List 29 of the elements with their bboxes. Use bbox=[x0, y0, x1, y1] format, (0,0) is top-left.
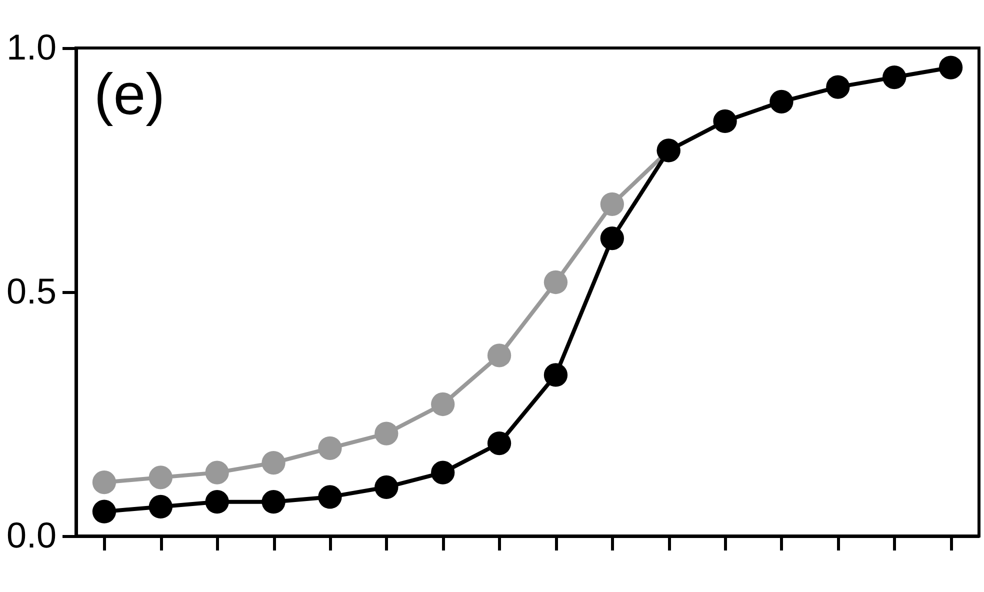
point bbox=[487, 344, 512, 368]
point bbox=[431, 392, 455, 416]
point bbox=[544, 363, 568, 387]
point bbox=[882, 65, 906, 90]
y-tick-label: 0.0 bbox=[6, 514, 56, 556]
point bbox=[826, 75, 850, 99]
point bbox=[262, 450, 286, 475]
point bbox=[770, 90, 794, 114]
point bbox=[92, 500, 116, 524]
point bbox=[431, 460, 455, 484]
annotation: (e) bbox=[94, 62, 165, 127]
point bbox=[318, 436, 342, 460]
point bbox=[148, 466, 172, 490]
y-tick-label: 1.0 bbox=[6, 26, 56, 68]
point bbox=[713, 109, 737, 134]
point bbox=[205, 490, 229, 514]
point bbox=[600, 192, 624, 216]
point bbox=[374, 422, 398, 446]
y-tick-label: 0.5 bbox=[6, 270, 56, 312]
point bbox=[148, 494, 172, 519]
point bbox=[544, 270, 568, 294]
point bbox=[938, 56, 963, 80]
point bbox=[205, 460, 229, 484]
point bbox=[262, 490, 286, 514]
point bbox=[487, 431, 512, 456]
point bbox=[600, 226, 624, 250]
point bbox=[92, 470, 116, 494]
point bbox=[318, 485, 342, 509]
point bbox=[374, 475, 398, 500]
